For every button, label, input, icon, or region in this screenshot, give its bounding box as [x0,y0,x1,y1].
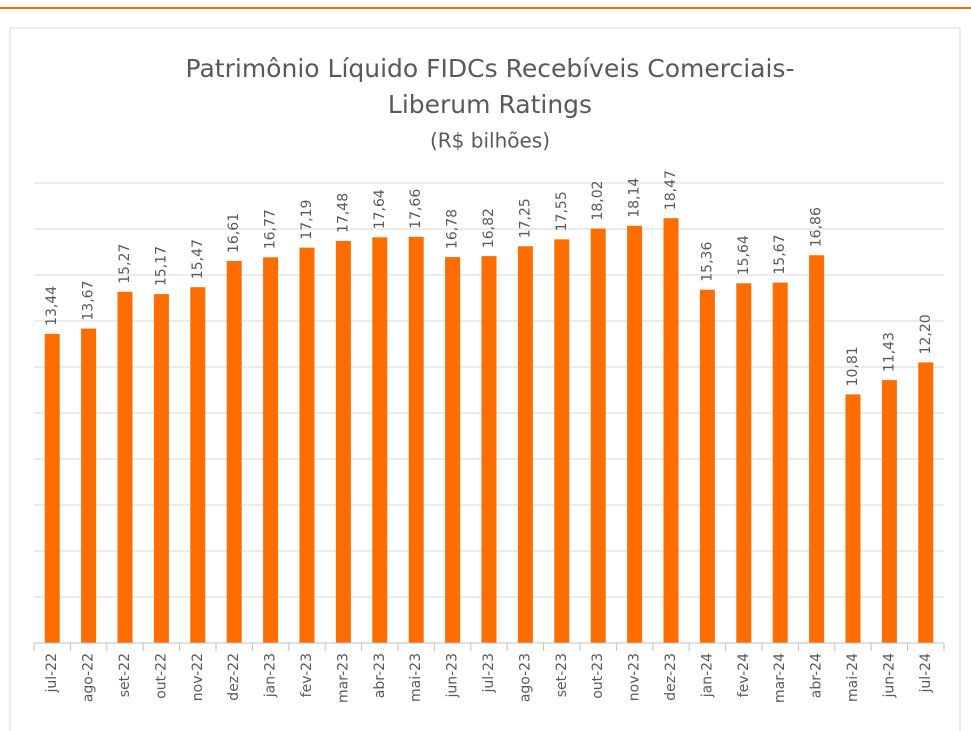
x-tick-label: nov-23 [627,653,643,701]
bar [445,257,461,643]
x-tick-label: dez-23 [663,653,679,701]
chart-title: Liberum Ratings [388,90,592,119]
bar [372,237,388,643]
x-tick-label: dez-22 [226,653,242,701]
bar [335,240,351,643]
bar [481,256,497,643]
x-tick-label: jun-24 [881,653,897,699]
bar [44,333,60,643]
bar [554,239,570,643]
data-label: 16,78 [445,209,461,249]
bar [699,289,715,643]
x-tick-label: out-23 [590,653,606,699]
data-label: 17,19 [299,200,315,240]
x-tick-label: mar-23 [335,653,351,703]
bar [408,236,424,643]
x-tick-label: mai-23 [408,653,424,702]
bar [190,287,206,643]
bar [881,380,897,643]
bar [263,257,279,643]
x-tick-label: jul-24 [918,653,934,694]
x-tick-label: jan-24 [699,653,715,698]
x-tick-label: set-23 [554,653,570,697]
x-tick-label: jul-22 [44,653,60,694]
data-label: 17,64 [372,189,388,229]
data-label: 15,36 [699,242,715,282]
bar [517,246,533,643]
bar [772,282,788,643]
data-label: 10,81 [845,346,861,386]
chart-subtitle: (R$ bilhões) [430,129,550,153]
data-label: 15,17 [153,246,169,286]
data-label: 17,48 [335,193,351,233]
data-label: 11,43 [881,332,897,372]
data-label: 15,47 [190,239,206,279]
x-tick-label: jun-23 [445,653,461,699]
data-label: 18,47 [663,170,679,210]
x-tick-label: abr-24 [809,653,825,698]
bar [918,362,934,643]
data-label: 16,77 [263,209,279,249]
data-label: 18,02 [590,180,606,220]
data-label: 15,64 [736,235,752,275]
data-label: 15,67 [772,234,788,274]
chart-frame [9,27,961,731]
x-tick-label: jul-23 [481,653,497,694]
bar [299,247,315,643]
data-label: 13,44 [44,286,60,326]
x-tick-label: ago-22 [81,653,97,702]
data-label: 16,61 [226,213,242,253]
data-label: 15,27 [117,244,133,284]
data-label: 12,20 [918,314,934,354]
x-tick-label: set-22 [117,653,133,697]
x-tick-label: ago-23 [517,653,533,702]
data-label: 13,67 [81,280,97,320]
bar [81,328,97,643]
x-tick-label: mai-24 [845,653,861,702]
x-tick-label: mar-24 [772,653,788,703]
chart-title: Patrimônio Líquido FIDCs Recebíveis Come… [186,54,795,83]
bar [226,260,242,643]
bar [736,283,752,643]
data-label: 18,14 [627,178,643,218]
x-tick-label: nov-22 [190,653,206,701]
bar [117,291,133,643]
data-label: 17,55 [554,191,570,231]
data-label: 17,25 [517,198,533,238]
data-label: 17,66 [408,189,424,229]
data-label: 16,82 [481,208,497,248]
bar [590,228,606,644]
bar [845,394,861,643]
x-tick-label: fev-24 [736,653,752,697]
data-label: 16,86 [809,207,825,247]
bar [627,225,643,643]
x-tick-label: fev-23 [299,653,315,697]
x-tick-label: abr-23 [372,653,388,698]
bar [809,255,825,643]
bar [663,218,679,643]
x-tick-label: jan-23 [263,653,279,698]
x-tick-label: out-22 [153,653,169,699]
bar [153,294,169,643]
